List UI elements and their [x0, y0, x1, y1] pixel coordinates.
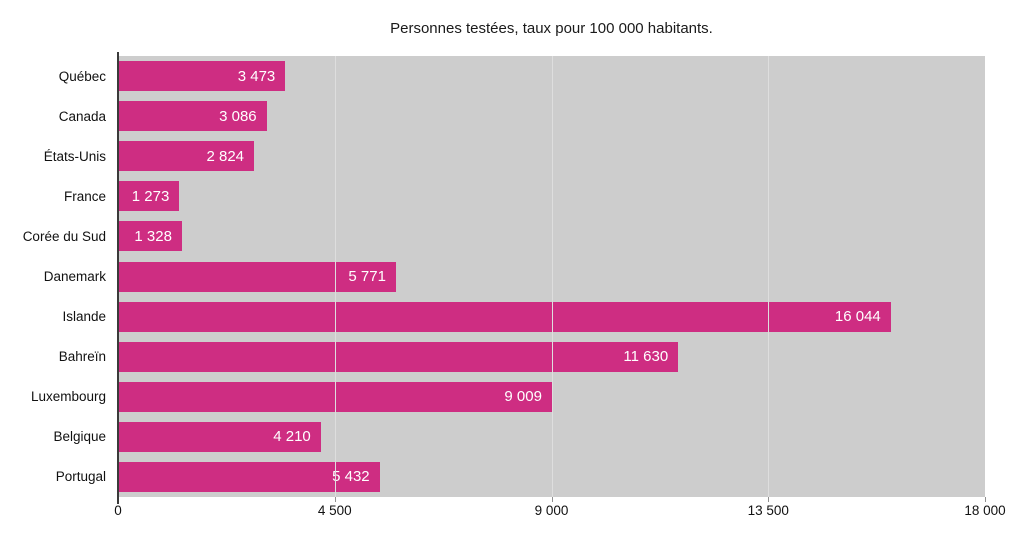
y-axis-label: Portugal: [55, 469, 106, 485]
bar-France: 1 273: [118, 181, 180, 212]
bar-row: 5 432: [118, 457, 985, 497]
bar-row: 11 630: [118, 337, 985, 377]
bar-Belgique: 4 210: [118, 421, 321, 452]
bar-Québec: 3 473: [118, 61, 286, 92]
gridline: [334, 56, 336, 497]
bar-value-label: 1 273: [131, 187, 170, 205]
y-axis-label: Canada: [58, 108, 106, 124]
bar-value-label: 9 009: [504, 388, 542, 406]
y-axis-line: [117, 52, 119, 504]
bar-Canada: 3 086: [118, 101, 267, 132]
x-axis-tick: [768, 497, 770, 502]
bar-Danemark: 5 771: [118, 261, 396, 292]
y-axis-label: Belgique: [53, 429, 106, 445]
bar-value-label: 5 432: [332, 468, 370, 486]
y-axis-label: États-Unis: [43, 148, 106, 164]
bar-row: 3 473: [118, 56, 985, 96]
y-axis-label: Québec: [58, 68, 106, 84]
x-axis-tick: [985, 497, 986, 502]
y-axis-labels: Québec Canada États-Unis France Corée du Sud…: [0, 56, 106, 497]
bar-Portugal: 5 432: [118, 461, 380, 492]
x-axis-tick: [551, 497, 553, 502]
bar-value-label: 3 473: [237, 67, 276, 85]
bar-row: 1 273: [118, 176, 985, 216]
y-axis-label: Islande: [62, 309, 106, 325]
bar-row: 16 044: [118, 297, 985, 337]
bar-row: 4 210: [118, 417, 985, 457]
gridline: [551, 56, 553, 497]
x-axis-tick-label: 4 500: [317, 503, 352, 518]
y-axis-label: Corée du Sud: [22, 228, 106, 244]
bar-Bahreïn: 11 630: [118, 341, 679, 372]
bar-value-label: 1 328: [134, 227, 172, 245]
x-axis-tick: [334, 497, 336, 502]
y-axis-label: Bahreïn: [58, 349, 106, 365]
bar-value-label: 2 824: [206, 147, 245, 165]
bar-row: 5 771: [118, 256, 985, 296]
bar-row: 3 086: [118, 96, 985, 136]
bar-value-label: 4 210: [273, 428, 311, 446]
bar-value-label: 11 630: [623, 348, 669, 366]
y-axis-label: Danemark: [43, 269, 106, 285]
bar-row: 2 824: [118, 136, 985, 176]
bar-États-Unis: 2 824: [118, 141, 255, 172]
bar-row: 1 328: [118, 216, 985, 256]
bar-Islande: 16 044: [118, 301, 891, 332]
x-axis-tick-label: 0: [114, 503, 122, 518]
bar-value-label: 5 771: [348, 268, 386, 286]
x-axis-tick-label: 9 000: [534, 503, 569, 518]
chart-title: Personnes testées, taux pour 100 000 hab…: [390, 20, 713, 37]
gridline: [768, 56, 770, 497]
y-axis-label: Luxembourg: [30, 389, 106, 405]
y-axis-label: France: [63, 188, 106, 204]
plot-area: 3 473 3 086 2 824 1 273 1 328 5 771 16 044 11 6…: [118, 56, 985, 497]
bar-value-label: 16 044: [834, 308, 881, 326]
x-axis-tick-label: 18 000: [964, 503, 1006, 518]
bar-value-label: 3 086: [219, 107, 257, 125]
bar-Corée du Sud: 1 328: [118, 221, 182, 252]
x-axis-tick-label: 13 500: [747, 503, 789, 518]
